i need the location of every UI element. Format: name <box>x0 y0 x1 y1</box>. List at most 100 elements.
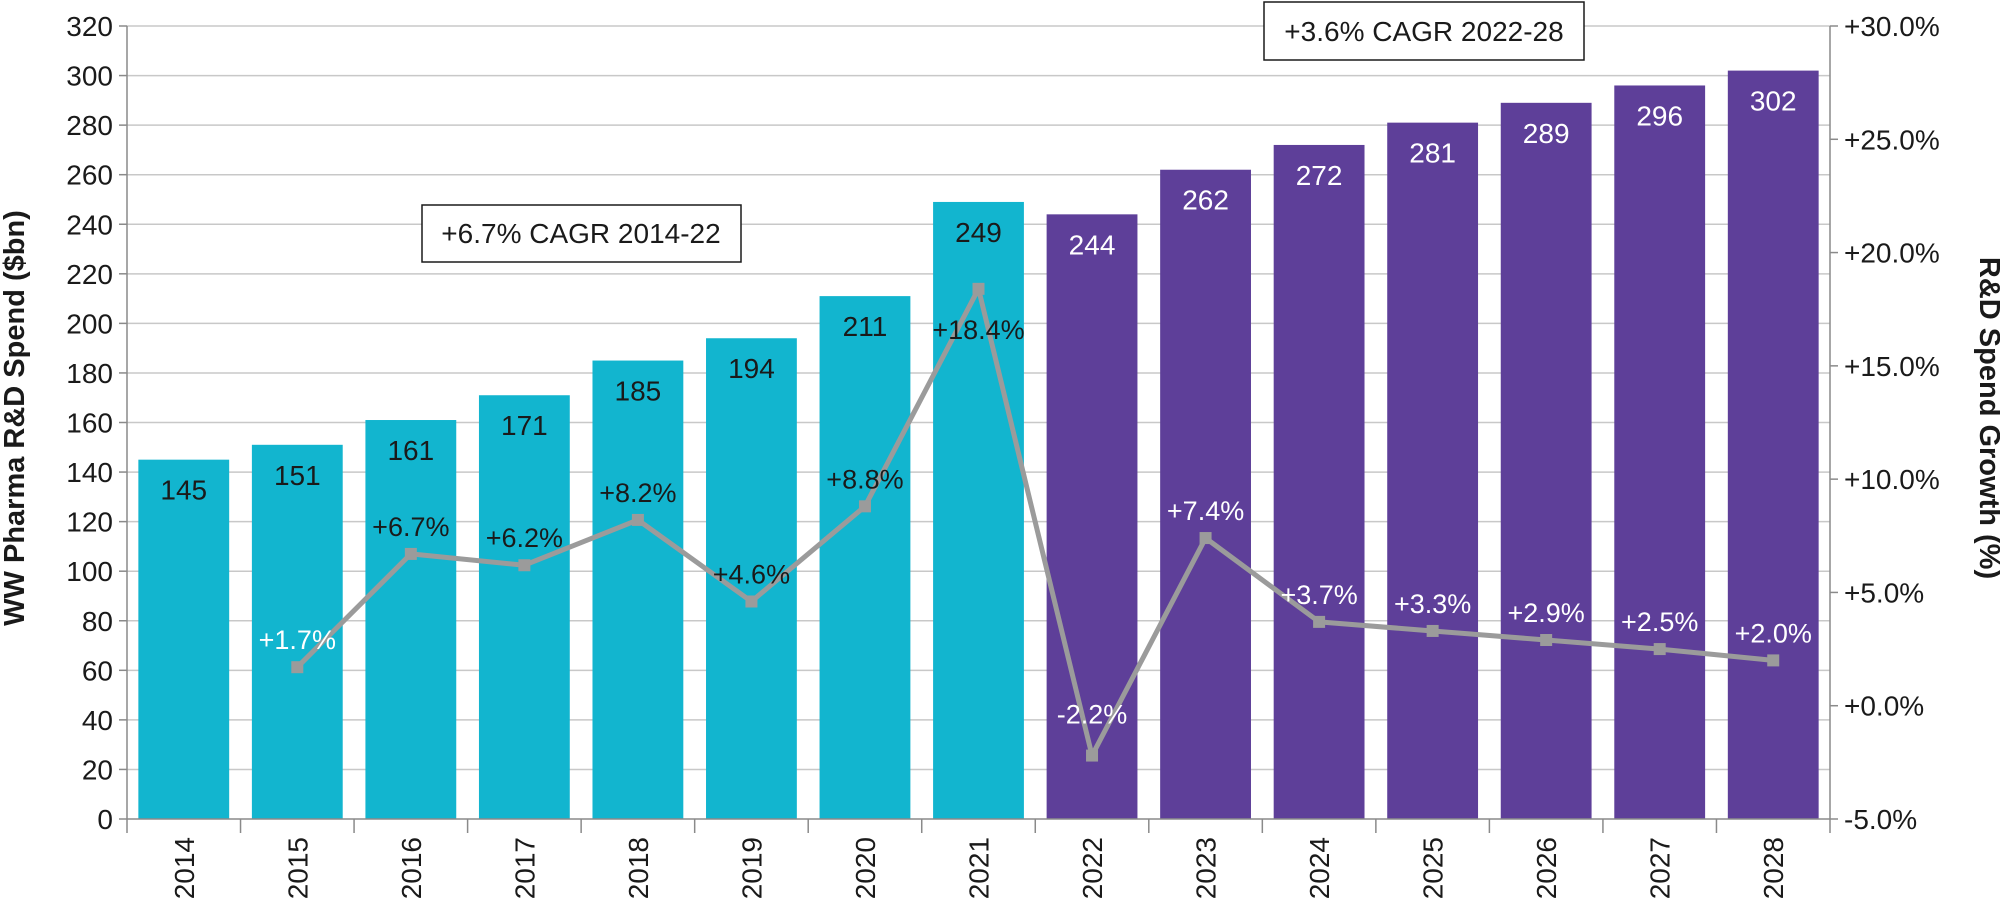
y-tick-label: 140 <box>66 457 113 488</box>
bar-value-label: 161 <box>387 435 434 466</box>
growth-marker <box>1199 532 1212 545</box>
growth-value-label: +6.7% <box>372 512 449 542</box>
annotation-cagr-2022-28-text: +3.6% CAGR 2022-28 <box>1284 16 1563 47</box>
x-tick-label: 2021 <box>964 837 995 899</box>
growth-value-label: +2.5% <box>1621 607 1698 637</box>
x-tick-label: 2016 <box>396 837 427 899</box>
growth-marker <box>1086 749 1099 762</box>
x-tick-label: 2028 <box>1758 837 1789 899</box>
bar-2015 <box>251 444 343 819</box>
y-tick-label: 280 <box>66 110 113 141</box>
growth-value-label: +18.4% <box>932 315 1024 345</box>
bar-2025 <box>1387 122 1479 820</box>
y-tick-label: 200 <box>66 308 113 339</box>
x-tick-label: 2024 <box>1304 837 1335 899</box>
bar-2027 <box>1614 85 1706 820</box>
bar-value-label: 194 <box>728 353 775 384</box>
bar-value-label: 171 <box>501 410 548 441</box>
x-tick-label: 2020 <box>850 837 881 899</box>
bar-2020 <box>819 296 911 820</box>
growth-marker <box>745 595 758 608</box>
y-tick-label: 100 <box>66 556 113 587</box>
growth-marker <box>1540 634 1553 647</box>
growth-value-label: +1.7% <box>259 625 336 655</box>
bar-2018 <box>592 360 684 819</box>
x-tick-label: 2014 <box>169 837 200 899</box>
growth-value-label: +3.7% <box>1280 580 1357 610</box>
growth-marker <box>1767 654 1780 667</box>
growth-marker <box>291 661 304 674</box>
y-tick-label: 180 <box>66 358 113 389</box>
growth-value-label: +8.2% <box>599 478 676 508</box>
bar-2028 <box>1727 70 1819 819</box>
bar-2022 <box>1046 214 1138 819</box>
growth-value-label: +8.8% <box>826 464 903 494</box>
bar-value-label: 272 <box>1296 160 1343 191</box>
y-tick-label: 240 <box>66 209 113 240</box>
growth-marker <box>858 500 871 513</box>
growth-marker <box>631 513 644 526</box>
y-tick-label: 80 <box>82 606 113 637</box>
bars <box>138 70 1819 820</box>
y-tick-label: 300 <box>66 61 113 92</box>
x-tick-label: 2019 <box>736 837 767 899</box>
x-tick-label: 2022 <box>1077 837 1108 899</box>
y-axis-title: WW Pharma R&D Spend ($bn) <box>0 210 31 626</box>
y-tick-label: 320 <box>66 11 113 42</box>
annotation-cagr-2014-22-text: +6.7% CAGR 2014-22 <box>441 218 720 249</box>
bar-value-label: 296 <box>1636 100 1683 131</box>
y2-tick-label: +5.0% <box>1844 577 1924 608</box>
bar-value-label: 302 <box>1750 86 1797 117</box>
growth-value-label: +2.9% <box>1508 598 1585 628</box>
y2-tick-label: +25.0% <box>1844 124 1940 155</box>
growth-value-label: +4.6% <box>713 559 790 589</box>
growth-marker <box>972 282 985 295</box>
bar-value-label: 262 <box>1182 185 1229 216</box>
bar-value-label: 145 <box>160 475 207 506</box>
data-labels: 145 151 161 171 185 194 211 249 244 262 272 281 289 2… <box>160 86 1811 730</box>
y-tick-label: 0 <box>97 804 113 835</box>
bar-value-label: 185 <box>615 376 662 407</box>
growth-value-label: +6.2% <box>486 523 563 553</box>
bar-value-label: 289 <box>1523 118 1570 149</box>
growth-marker <box>1426 624 1439 637</box>
bar-value-label: 244 <box>1069 229 1116 260</box>
y-tick-label: 20 <box>82 754 113 785</box>
y2-tick-label: +30.0% <box>1844 11 1940 42</box>
bar-value-label: 151 <box>274 460 321 491</box>
growth-marker <box>1653 643 1666 656</box>
growth-marker <box>404 547 417 560</box>
bar-2014 <box>138 459 230 819</box>
bar-2023 <box>1160 169 1251 819</box>
x-tick-label: 2023 <box>1191 837 1222 899</box>
bar-2024 <box>1273 144 1365 819</box>
growth-value-label: +3.3% <box>1394 589 1471 619</box>
bar-2017 <box>478 395 570 819</box>
x-tick-label: 2017 <box>509 837 540 899</box>
y-tick-label: 60 <box>82 655 113 686</box>
bar-2026 <box>1500 102 1592 819</box>
y-tick-label: 260 <box>66 160 113 191</box>
bar-2021 <box>933 201 1024 819</box>
growth-value-label: -2.2% <box>1057 700 1128 730</box>
growth-marker <box>518 559 531 572</box>
y-tick-label: 120 <box>66 507 113 538</box>
y2-tick-label: +10.0% <box>1844 464 1940 495</box>
y2-tick-label: +15.0% <box>1844 351 1940 382</box>
annotation-cagr-2014-22: +6.7% CAGR 2014-22 <box>421 204 742 263</box>
growth-value-label: +2.0% <box>1735 618 1812 648</box>
bar-value-label: 211 <box>843 311 888 342</box>
x-tick-label: 2026 <box>1531 837 1562 899</box>
axes: 0 20 40 60 80 100 120 140 160 180 200 220 240 260 280 3… <box>66 11 1939 899</box>
bar-value-label: 249 <box>955 217 1002 248</box>
bar-2016 <box>365 420 457 819</box>
x-tick-label: 2027 <box>1645 837 1676 899</box>
annotation-cagr-2022-28: +3.6% CAGR 2022-28 <box>1263 1 1585 61</box>
y-tick-label: 160 <box>66 408 113 439</box>
growth-value-label: +7.4% <box>1167 496 1244 526</box>
growth-marker <box>1313 615 1326 628</box>
x-tick-label: 2025 <box>1418 837 1449 899</box>
x-tick-label: 2018 <box>623 837 654 899</box>
y2-tick-label: -5.0% <box>1844 804 1917 835</box>
